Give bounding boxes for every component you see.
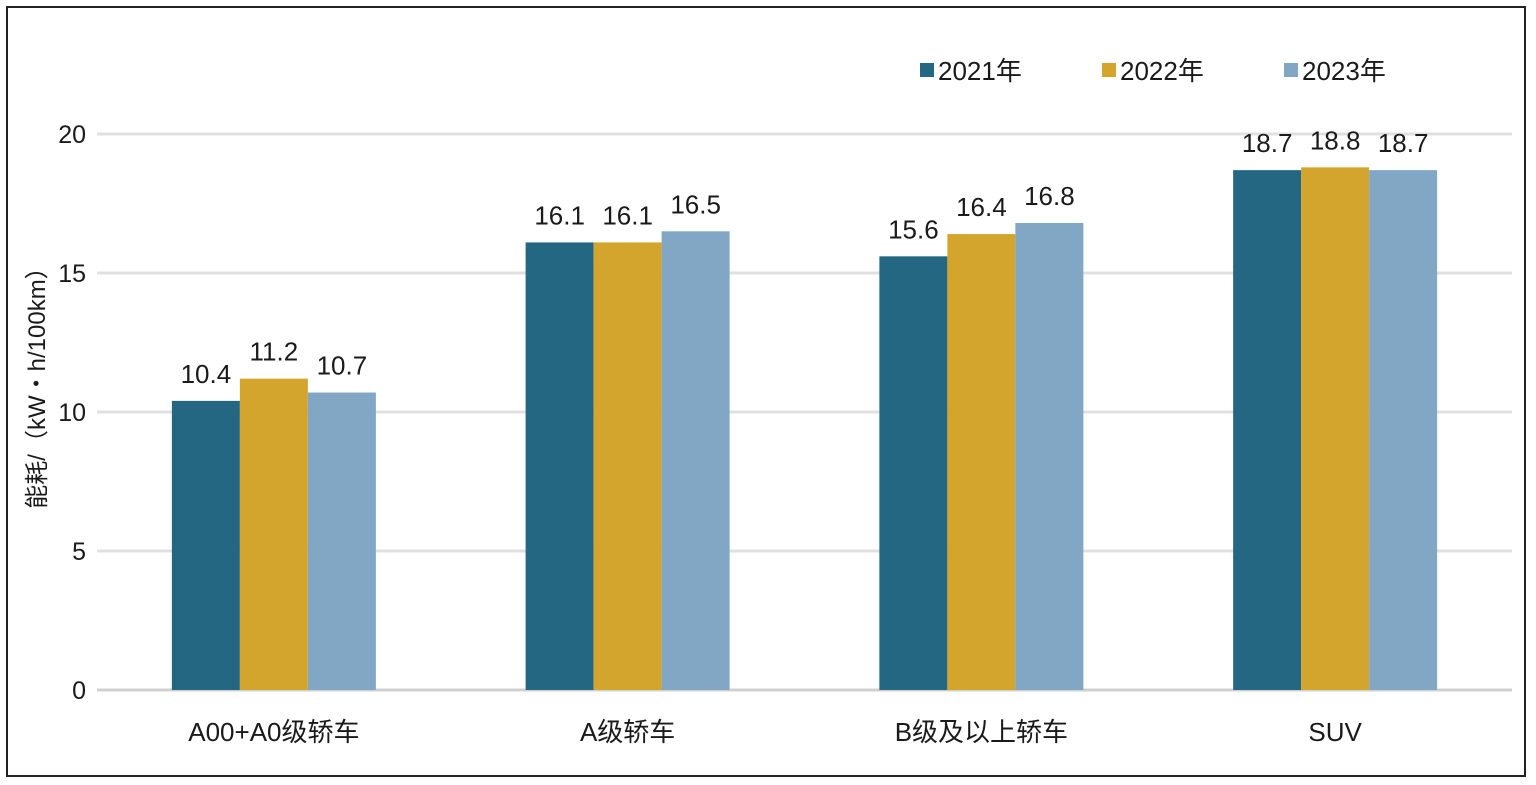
bar xyxy=(307,392,376,690)
data-label: 16.1 xyxy=(602,200,653,230)
bar xyxy=(1301,167,1370,691)
data-label: 15.6 xyxy=(888,214,939,244)
legend-label: 2022年 xyxy=(1120,56,1204,86)
data-label: 18.7 xyxy=(1242,128,1293,158)
data-label: 16.5 xyxy=(670,189,721,219)
bar xyxy=(1015,222,1084,690)
bar xyxy=(879,256,948,690)
data-label: 16.4 xyxy=(956,192,1007,222)
x-tick-label: A级轿车 xyxy=(580,717,675,747)
data-label: 18.8 xyxy=(1310,125,1361,155)
legend-swatch xyxy=(920,63,934,77)
bar xyxy=(1369,170,1438,690)
data-labels: 10.4 11.2 10.7 16.1 16.1 16.5 15.6 16.4 16.8 18.7… xyxy=(181,125,1429,389)
legend-swatch xyxy=(1102,63,1116,77)
legend-label: 2023年 xyxy=(1302,56,1386,86)
data-label: 11.2 xyxy=(250,337,299,367)
data-label: 16.1 xyxy=(534,200,585,230)
legend-swatch xyxy=(1284,63,1298,77)
legend-label: 2021年 xyxy=(938,56,1022,86)
data-label: 10.4 xyxy=(181,359,232,389)
data-label: 18.7 xyxy=(1378,128,1429,158)
y-tick-label: 0 xyxy=(72,677,86,705)
bar xyxy=(525,242,594,691)
bar xyxy=(171,400,240,690)
y-tick-label: 20 xyxy=(58,121,86,149)
bar xyxy=(239,378,308,690)
x-tick-label: A00+A0级轿车 xyxy=(188,717,359,747)
y-tick-label: 10 xyxy=(58,399,86,427)
y-axis-ticks: 0 5 10 15 20 xyxy=(58,121,86,705)
x-tick-label: SUV xyxy=(1308,717,1362,747)
data-label: 10.7 xyxy=(317,351,368,381)
data-label: 16.8 xyxy=(1024,181,1075,211)
bar xyxy=(661,231,730,691)
bar xyxy=(593,242,662,691)
bar xyxy=(1233,170,1302,690)
y-tick-label: 5 xyxy=(72,538,86,566)
y-tick-label: 15 xyxy=(58,260,86,288)
bar xyxy=(947,234,1016,690)
x-tick-label: B级及以上轿车 xyxy=(895,717,1068,747)
bar-series xyxy=(171,167,1438,691)
legend: 2021年 2022年 2023年 xyxy=(920,56,1386,86)
y-axis-label: 能耗/（kW・h/100km） xyxy=(24,255,51,508)
x-axis-ticks: A00+A0级轿车 A级轿车 B级及以上轿车 SUV xyxy=(188,717,1362,747)
